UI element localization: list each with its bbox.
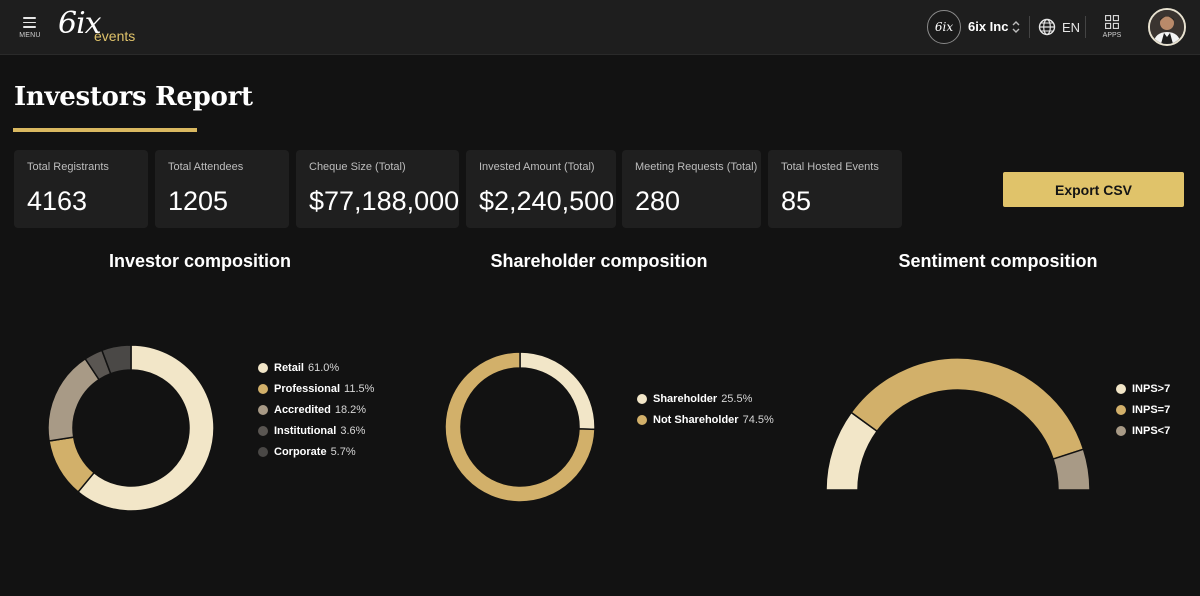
menu-label: MENU (19, 32, 41, 39)
legend-label: Retail (274, 361, 304, 374)
stat-value: 85 (781, 186, 812, 216)
sentiment-composition-legend: INPS>7 INPS=7 INPS<7 (1116, 378, 1170, 441)
stat-label: Meeting Requests (Total) (635, 161, 758, 173)
slice-shareholder[interactable] (519, 351, 596, 431)
legend-item-corporate[interactable]: Corporate 5.7% (258, 441, 374, 462)
legend-label: Accredited (274, 403, 331, 416)
stat-label: Total Registrants (27, 161, 109, 173)
sentiment-composition-chart (825, 357, 1091, 491)
legend-item-professional[interactable]: Professional 11.5% (258, 378, 374, 399)
menu-button[interactable]: MENU (16, 14, 44, 42)
organization-logo[interactable]: 6ix (927, 10, 961, 44)
stat-value: $2,240,500 (479, 186, 615, 216)
slice-not-shareholder[interactable] (444, 351, 596, 503)
page-title: Investors Report (14, 82, 253, 112)
stat-label: Total Hosted Events (781, 161, 879, 173)
stat-label: Invested Amount (Total) (479, 161, 595, 173)
slice-corporate[interactable] (100, 344, 132, 375)
investor-composition-title: Investor composition (108, 251, 292, 271)
legend-item-inps-7[interactable]: INPS<7 (1116, 420, 1170, 441)
legend-item-not-shareholder[interactable]: Not Shareholder 74.5% (637, 409, 774, 430)
stat-card-total-attendees: Total Attendees 1205 (155, 150, 289, 228)
legend-label: Professional (274, 382, 341, 395)
user-avatar[interactable] (1148, 8, 1186, 46)
legend-swatch (258, 446, 268, 457)
legend-percent: 18.2% (334, 403, 367, 416)
investor-composition-chart (47, 344, 215, 512)
slice-retail[interactable] (77, 344, 215, 512)
legend-item-institutional[interactable]: Institutional 3.6% (258, 420, 374, 441)
legend-label: INPS>7 (1132, 382, 1171, 395)
logo-mark: 6ix (58, 6, 102, 41)
stat-card-hosted-events: Total Hosted Events 85 (768, 150, 902, 228)
stat-value: 1205 (168, 186, 229, 216)
legend-percent: 3.6% (340, 424, 366, 437)
stat-card-total-registrants: Total Registrants 4163 (14, 150, 148, 228)
app-logo[interactable]: 6ix events (58, 6, 148, 48)
legend-swatch (258, 404, 268, 415)
title-underline (13, 128, 197, 132)
shareholder-composition-legend: Shareholder 25.5% Not Shareholder 74.5% (637, 388, 774, 430)
legend-percent: 25.5% (721, 392, 753, 405)
legend-item-accredited[interactable]: Accredited 18.2% (258, 399, 374, 420)
legend-item-shareholder[interactable]: Shareholder 25.5% (637, 388, 774, 409)
language-label: EN (1062, 19, 1081, 35)
apps-label: APPS (1102, 32, 1122, 39)
legend-item-inps-7[interactable]: INPS=7 (1116, 399, 1170, 420)
legend-swatch (1116, 425, 1126, 436)
stat-value: $77,188,000 (309, 186, 460, 216)
slice-inps-7[interactable] (1052, 448, 1091, 491)
legend-swatch (637, 414, 647, 425)
legend-label: Shareholder (653, 392, 718, 405)
logo-events: events (94, 28, 136, 44)
stat-value: 4163 (27, 186, 88, 216)
legend-swatch (258, 383, 268, 394)
stat-label: Total Attendees (168, 161, 244, 173)
hamburger-icon (23, 17, 36, 28)
legend-swatch (637, 393, 647, 404)
header-divider (1029, 16, 1030, 38)
legend-swatch (258, 362, 268, 373)
stat-label: Cheque Size (Total) (309, 161, 406, 173)
legend-swatch (1116, 383, 1126, 394)
organization-name[interactable]: 6ix Inc (968, 19, 1009, 34)
globe-icon (1038, 18, 1056, 36)
legend-label: Institutional (274, 424, 337, 437)
apps-grid-icon (1105, 15, 1119, 29)
user-photo-icon (1150, 10, 1184, 44)
sentiment-composition-title: Sentiment composition (898, 251, 1098, 271)
legend-percent: 5.7% (330, 445, 356, 458)
legend-label: Corporate (274, 445, 327, 458)
export-csv-button[interactable]: Export CSV (1003, 172, 1184, 207)
shareholder-composition-title: Shareholder composition (490, 251, 708, 271)
legend-item-inps-7[interactable]: INPS>7 (1116, 378, 1170, 399)
chevron-updown-icon[interactable] (1011, 19, 1021, 35)
legend-percent: 74.5% (742, 413, 774, 426)
stat-value: 280 (635, 186, 681, 216)
header-divider (1085, 16, 1086, 38)
apps-button[interactable]: APPS (1098, 14, 1126, 42)
legend-swatch (1116, 404, 1126, 415)
legend-label: Not Shareholder (653, 413, 739, 426)
stat-card-meeting-requests: Meeting Requests (Total) 280 (622, 150, 761, 228)
legend-label: INPS<7 (1132, 424, 1171, 437)
language-selector[interactable]: EN (1038, 17, 1080, 37)
stat-card-cheque-size: Cheque Size (Total) $77,188,000 (296, 150, 459, 228)
legend-percent: 61.0% (307, 361, 340, 374)
top-bar: MENU 6ix events 6ix 6ix Inc EN APPS (0, 0, 1200, 55)
investor-composition-legend: Retail 61.0% Professional 11.5% Accredited 18… (258, 357, 374, 462)
legend-item-retail[interactable]: Retail 61.0% (258, 357, 374, 378)
stat-card-invested-amount: Invested Amount (Total) $2,240,500 (466, 150, 616, 228)
legend-label: INPS=7 (1132, 403, 1171, 416)
slice-accredited[interactable] (47, 357, 101, 442)
legend-swatch (258, 425, 268, 436)
slice-inps-7[interactable] (850, 357, 1085, 461)
legend-percent: 11.5% (344, 382, 375, 395)
shareholder-composition-chart (444, 351, 596, 503)
